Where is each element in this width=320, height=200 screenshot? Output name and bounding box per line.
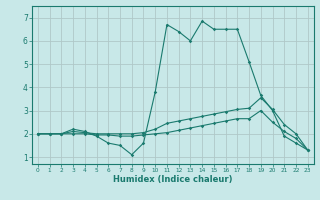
X-axis label: Humidex (Indice chaleur): Humidex (Indice chaleur)	[113, 175, 233, 184]
